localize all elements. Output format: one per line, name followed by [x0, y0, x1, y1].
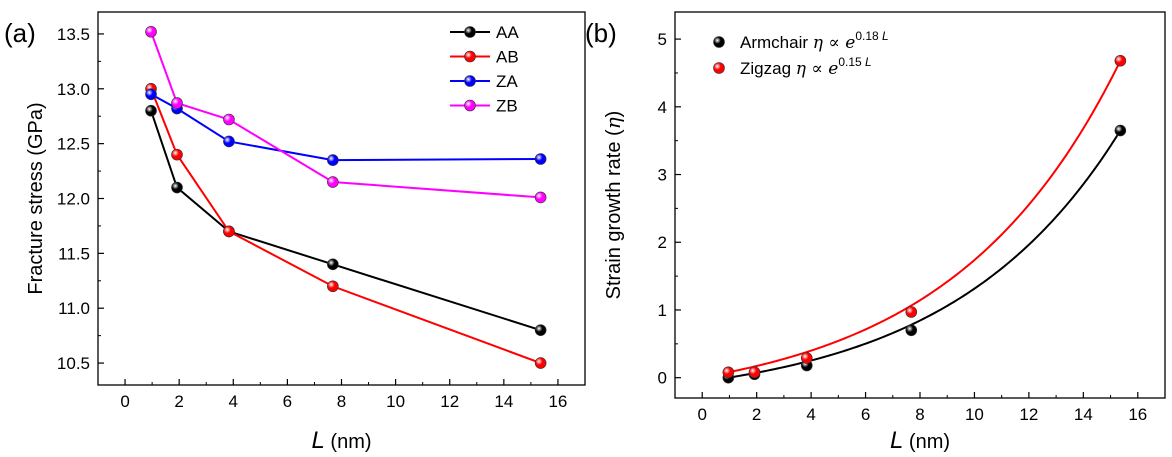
data-point-ab — [171, 148, 183, 161]
x-tick-label: 0 — [120, 392, 129, 411]
data-point-zigzag — [800, 352, 813, 364]
y-tick-label: 11.0 — [58, 299, 90, 318]
y-tick-label: 10.5 — [57, 354, 90, 373]
data-point-aa — [327, 258, 339, 271]
x-tick-label: 4 — [806, 405, 815, 424]
x-tick-label: 6 — [861, 405, 870, 424]
x-tick-label: 4 — [229, 392, 238, 411]
x-tick-label: 0 — [697, 405, 706, 424]
y-axis-close: ) — [603, 111, 625, 118]
data-point-zb — [223, 113, 235, 126]
legend-entry: AB — [496, 48, 519, 67]
y-tick-label: 4 — [658, 98, 667, 117]
x-axis-label: L (nm) — [311, 427, 371, 452]
x-axis-var: L — [311, 427, 324, 452]
y-tick-label: 0 — [658, 369, 667, 388]
x-tick-label: 8 — [337, 392, 346, 411]
legend-marker — [464, 99, 476, 112]
legend-relation: η ∝ e — [813, 33, 856, 53]
y-axis-label: Fracture stress (GPa) — [25, 102, 47, 294]
y-tick-label: 13.0 — [57, 80, 90, 99]
legend-relation: η ∝ e — [796, 59, 839, 79]
data-point-aa — [534, 324, 547, 336]
x-axis-unit: (nm) — [330, 431, 371, 452]
x-tick-label: 8 — [915, 405, 924, 424]
legend-marker — [464, 26, 476, 38]
y-tick-label: 13.5 — [57, 25, 90, 44]
fit-curve-armchair — [728, 129, 1122, 379]
data-point-zb — [171, 97, 183, 109]
legend-exponent: 0.18 — [855, 29, 879, 43]
legend-entry: ZA — [496, 72, 518, 91]
data-point-za — [145, 88, 157, 101]
panel-label: (b) — [585, 18, 617, 48]
data-point-zb — [534, 191, 547, 204]
legend-exponent-var: L — [879, 29, 889, 43]
x-tick-label: 12 — [440, 392, 459, 411]
data-point-aa — [171, 181, 183, 194]
x-tick-label: 10 — [965, 405, 984, 424]
x-tick-label: 14 — [494, 392, 513, 411]
y-tick-label: 12.5 — [57, 135, 90, 154]
data-point-za — [327, 154, 339, 166]
data-point-za — [223, 135, 235, 148]
legend-exponent-var: L — [862, 55, 872, 69]
y-axis-label: Strain growth rate (η) — [601, 111, 625, 300]
data-point-ab — [327, 280, 339, 293]
x-axis-var: L — [890, 427, 903, 452]
series-line-aa — [150, 110, 541, 332]
legend-name: Zigzag — [740, 59, 791, 78]
legend-entry: Zigzag η ∝ e0.15 L — [740, 55, 872, 79]
fit-curve-zigzag — [728, 60, 1122, 374]
y-tick-label: 11.5 — [58, 244, 90, 263]
x-tick-label: 2 — [174, 392, 183, 411]
data-point-armchair — [1114, 124, 1127, 137]
data-point-aa — [145, 104, 157, 117]
y-axis-text: Strain growth rate ( — [603, 129, 625, 299]
data-point-zigzag — [748, 366, 761, 379]
plot-frame — [97, 11, 586, 386]
x-tick-label: 2 — [752, 405, 761, 424]
legend-entry: AA — [496, 23, 519, 42]
x-axis-unit: (nm) — [909, 431, 950, 452]
y-axis-symbol: η — [601, 117, 625, 129]
data-point-zb — [145, 25, 157, 38]
y-axis-text: Fracture stress (GPa) — [25, 102, 47, 294]
legend-exponent: 0.15 — [838, 55, 862, 69]
legend-marker — [713, 36, 725, 48]
x-tick-label: 16 — [1128, 405, 1147, 424]
data-point-ab — [223, 225, 235, 238]
data-point-zigzag — [905, 306, 918, 318]
panel-a: 0 2 4 6 8 10 12 14 16 10.5 11.0 11.5 12.0 12.5 13.0 13.… — [4, 11, 586, 454]
legend-entry: Armchair η ∝ e0.18 L — [740, 29, 889, 53]
legend-marker — [464, 75, 476, 87]
data-point-zigzag — [1114, 54, 1127, 67]
panel-label: (a) — [4, 18, 36, 48]
x-tick-label: 16 — [548, 392, 567, 411]
x-tick-label: 6 — [283, 392, 292, 411]
legend-name: Armchair — [740, 33, 808, 52]
x-tick-label: 14 — [1074, 405, 1093, 424]
legend-entry: ZB — [496, 97, 518, 116]
legend-marker — [464, 50, 476, 63]
x-tick-label: 10 — [386, 392, 405, 411]
series-line-za — [150, 93, 541, 162]
data-point-ab — [534, 357, 547, 369]
x-axis-label: L (nm) — [890, 427, 950, 452]
y-tick-label: 2 — [658, 233, 667, 252]
y-tick-label: 12.0 — [57, 190, 90, 209]
data-point-armchair — [905, 324, 918, 337]
y-tick-label: 5 — [658, 30, 667, 49]
x-tick-label: 12 — [1019, 405, 1038, 424]
y-tick-label: 3 — [658, 166, 667, 185]
data-point-za — [534, 153, 547, 165]
legend-marker — [713, 62, 725, 74]
data-point-zb — [327, 176, 339, 188]
data-point-zigzag — [722, 366, 735, 379]
y-tick-label: 1 — [658, 301, 667, 320]
